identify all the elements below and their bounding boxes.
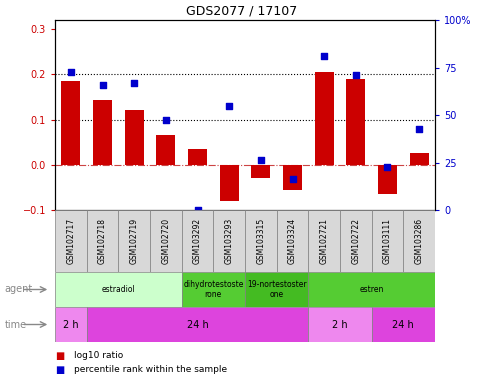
Bar — [150, 210, 182, 272]
Text: time: time — [5, 319, 27, 329]
Bar — [125, 111, 143, 165]
Bar — [378, 165, 397, 194]
Text: GSM102722: GSM102722 — [351, 218, 360, 264]
Bar — [220, 165, 239, 201]
Text: estradiol: estradiol — [101, 285, 135, 294]
Point — [99, 81, 106, 88]
Text: GSM103286: GSM103286 — [415, 218, 424, 264]
Text: 2 h: 2 h — [63, 319, 79, 329]
Bar — [403, 210, 435, 272]
Text: GSM102718: GSM102718 — [98, 218, 107, 264]
Bar — [61, 81, 80, 165]
Bar — [283, 165, 302, 190]
Bar — [213, 210, 245, 272]
Bar — [277, 210, 308, 272]
Text: estren: estren — [359, 285, 384, 294]
Bar — [86, 307, 308, 342]
Bar — [55, 272, 182, 307]
Point — [320, 53, 328, 59]
Bar — [308, 210, 340, 272]
Bar — [340, 210, 371, 272]
Point — [194, 207, 201, 213]
Text: GSM102721: GSM102721 — [320, 218, 328, 264]
Point — [225, 103, 233, 109]
Text: 24 h: 24 h — [186, 319, 208, 329]
Bar — [55, 210, 86, 272]
Text: dihydrotestoste
rone: dihydrotestoste rone — [183, 280, 243, 299]
Bar — [86, 210, 118, 272]
Bar — [308, 307, 371, 342]
Point — [415, 126, 423, 132]
Bar — [55, 307, 86, 342]
Bar — [245, 210, 277, 272]
Text: GSM103324: GSM103324 — [288, 218, 297, 264]
Bar — [118, 210, 150, 272]
Bar — [251, 165, 270, 178]
Text: GSM102719: GSM102719 — [129, 218, 139, 264]
Text: GSM102717: GSM102717 — [66, 218, 75, 264]
Text: agent: agent — [5, 285, 33, 295]
Text: GSM103292: GSM103292 — [193, 218, 202, 264]
Text: GSM102720: GSM102720 — [161, 218, 170, 264]
Text: ■: ■ — [55, 365, 64, 375]
Bar — [314, 72, 334, 165]
Text: 19-nortestoster
one: 19-nortestoster one — [247, 280, 307, 299]
Point — [67, 69, 75, 75]
Bar — [346, 79, 365, 165]
Text: log10 ratio: log10 ratio — [74, 351, 124, 361]
Text: GDS2077 / 17107: GDS2077 / 17107 — [186, 5, 297, 18]
Bar — [188, 149, 207, 165]
Bar — [371, 307, 435, 342]
Bar — [308, 272, 435, 307]
Text: GSM103293: GSM103293 — [225, 218, 234, 264]
Text: GSM103315: GSM103315 — [256, 218, 265, 264]
Text: ■: ■ — [55, 351, 64, 361]
Bar — [410, 154, 429, 165]
Text: 24 h: 24 h — [393, 319, 414, 329]
Bar — [93, 100, 112, 165]
Point — [130, 80, 138, 86]
Point — [289, 175, 297, 182]
Point — [162, 117, 170, 123]
Point — [384, 164, 391, 170]
Text: GSM103111: GSM103111 — [383, 218, 392, 264]
Text: percentile rank within the sample: percentile rank within the sample — [74, 366, 227, 374]
Bar — [371, 210, 403, 272]
Point — [352, 71, 360, 78]
Bar — [182, 272, 245, 307]
Bar — [156, 135, 175, 165]
Text: 2 h: 2 h — [332, 319, 348, 329]
Bar — [245, 272, 308, 307]
Point — [257, 157, 265, 163]
Bar — [182, 210, 213, 272]
